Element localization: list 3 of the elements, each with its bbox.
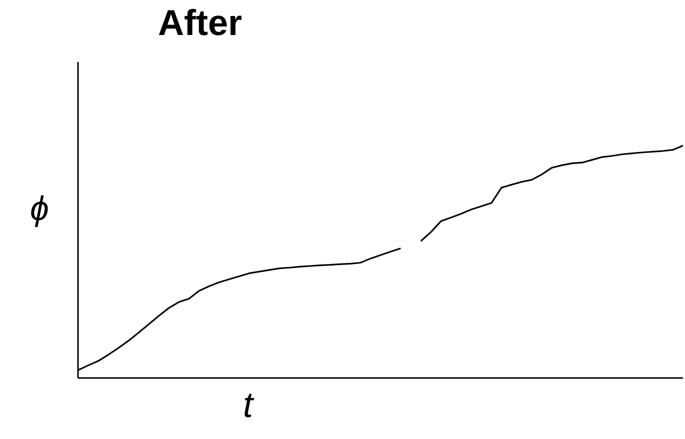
chart-title: After [156, 2, 243, 44]
x-axis-title: t [242, 384, 256, 426]
y-axis-title: ϕ [30, 190, 49, 229]
